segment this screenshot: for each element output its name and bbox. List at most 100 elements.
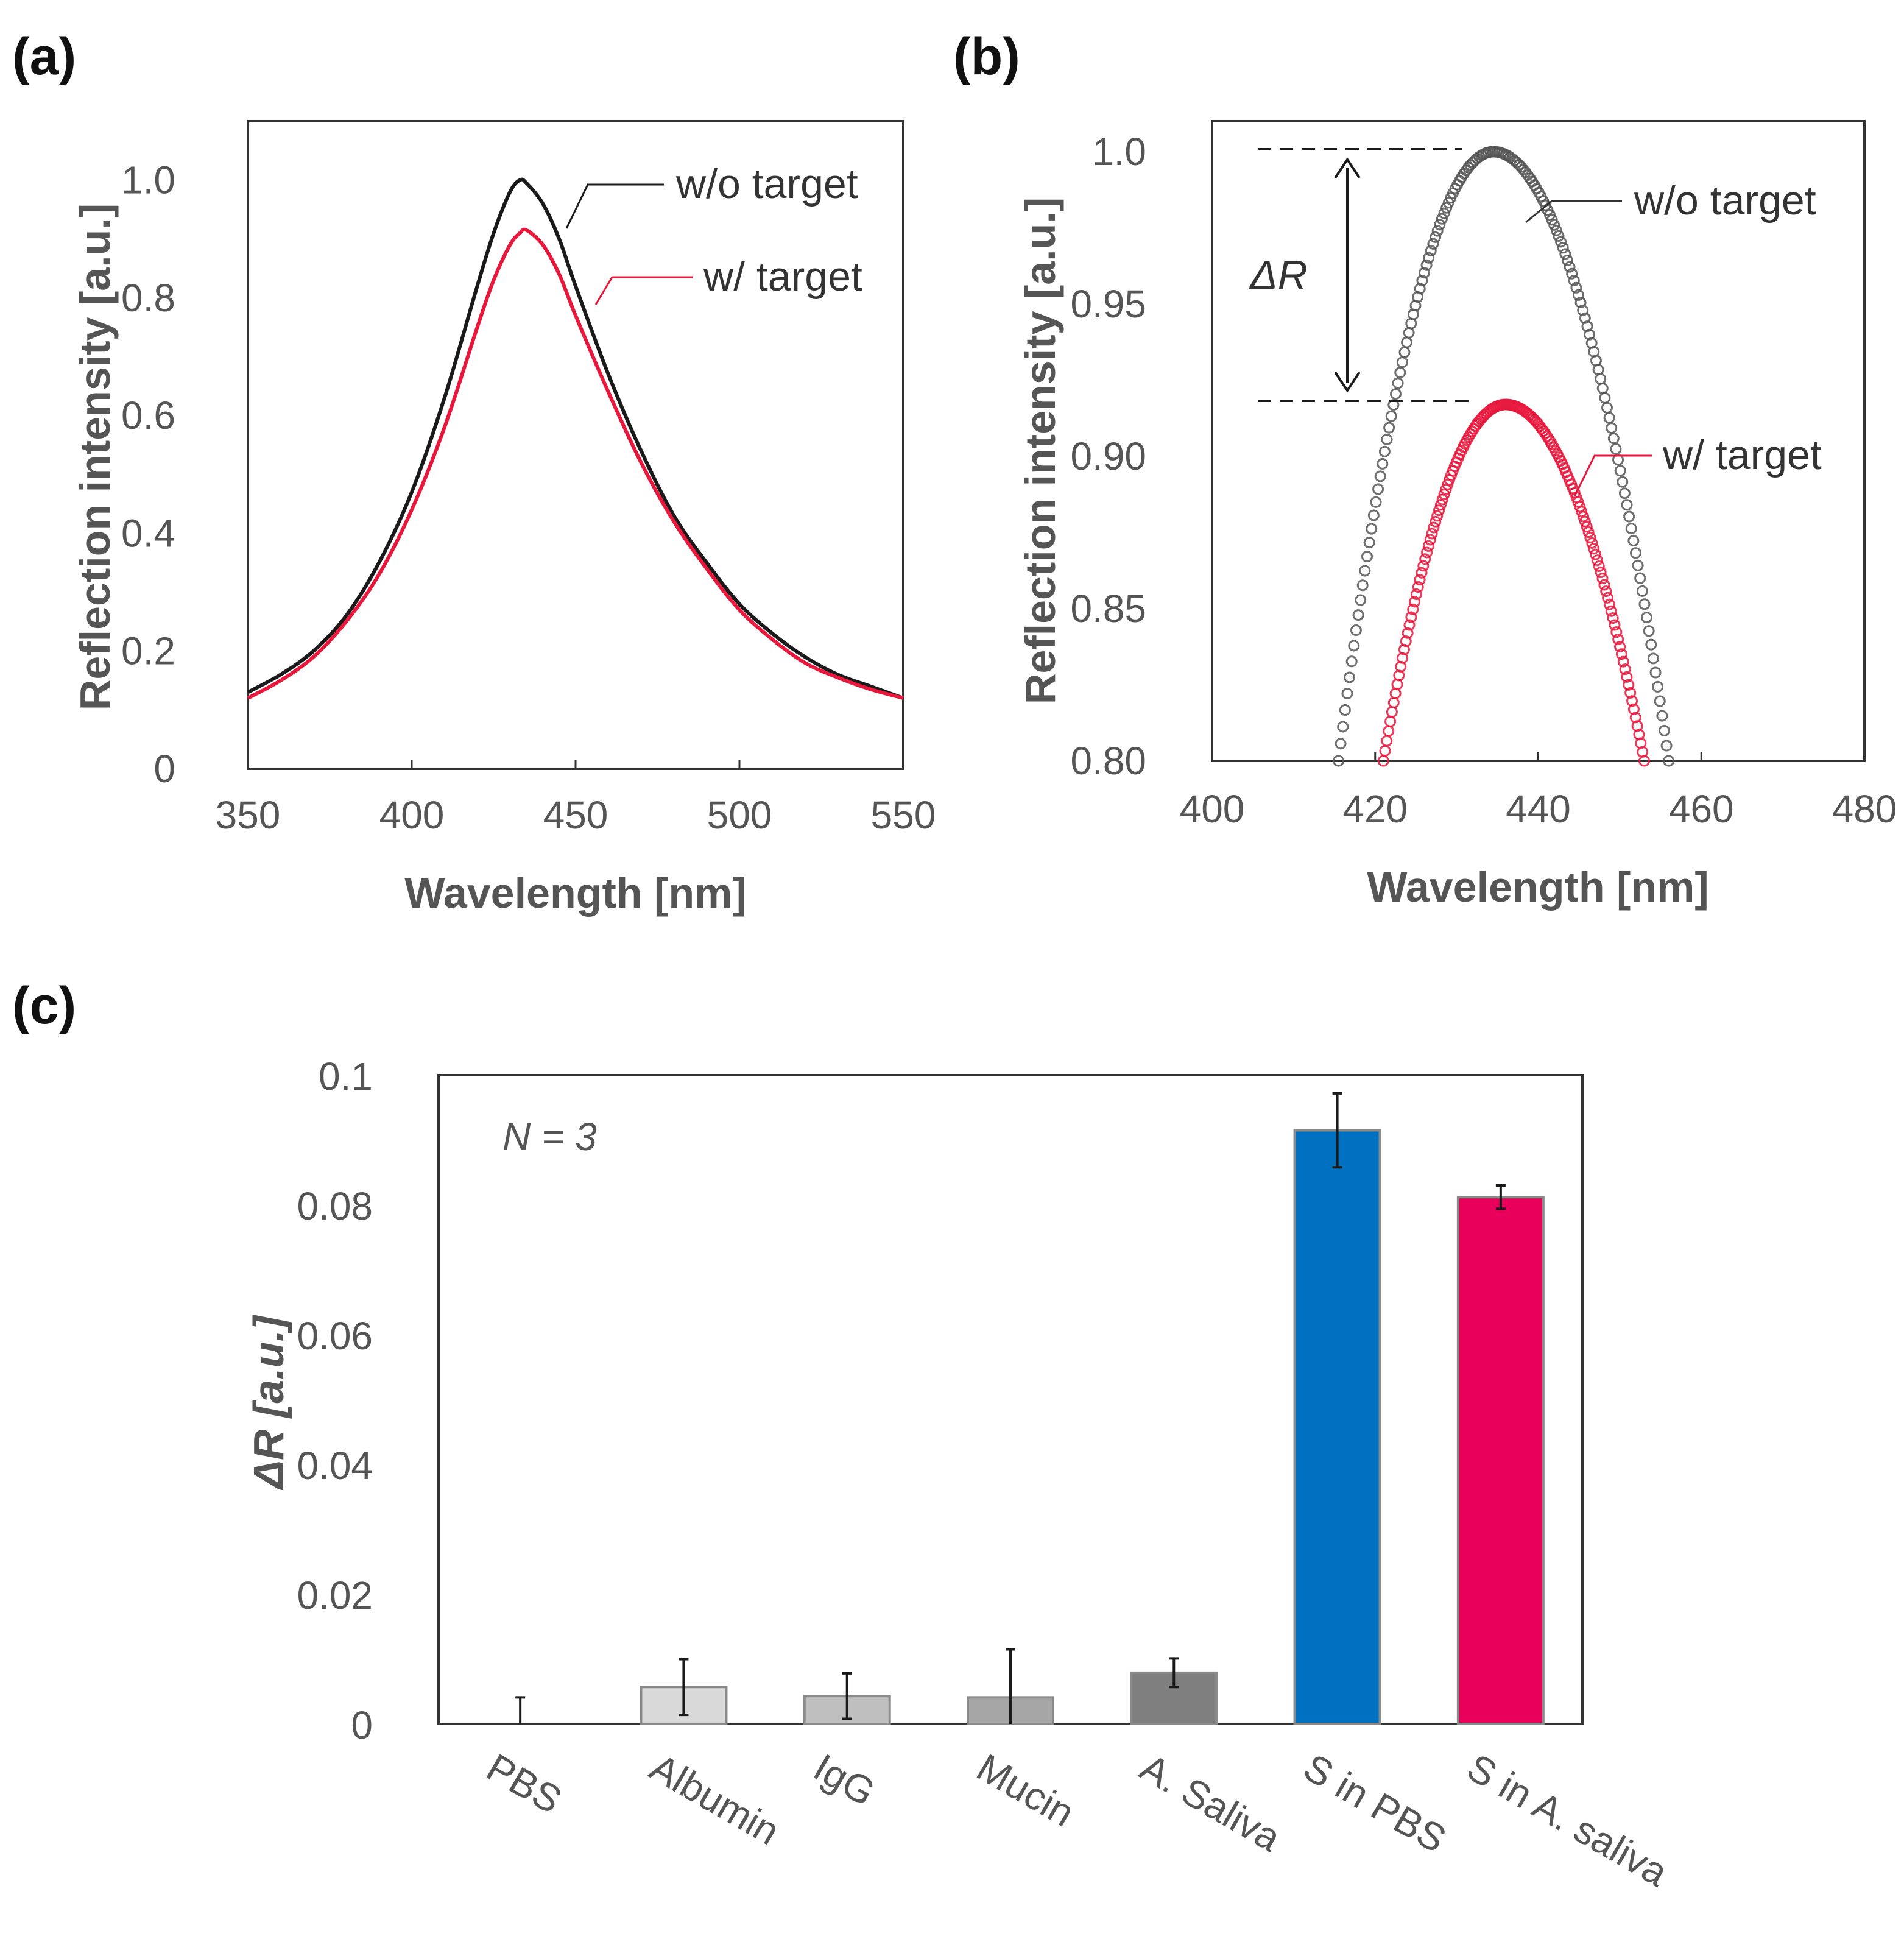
panel-b-point-1-28 [1426, 528, 1438, 540]
panel-b-point-0-3 [1339, 704, 1351, 716]
panel-c-y-tick-2: 0.04 [297, 1444, 373, 1488]
panel-b-point-0-37 [1414, 283, 1426, 295]
panel-b-point-0-4 [1341, 688, 1353, 700]
panel-b-point-1-150 [1638, 755, 1651, 767]
panel-b-point-1-25 [1421, 546, 1433, 559]
panel-c-plot-frame [437, 1074, 1584, 1725]
panel-b-point-1-136 [1614, 641, 1626, 653]
panel-b-point-0-119 [1595, 373, 1607, 385]
panel-b-point-0-140 [1641, 612, 1653, 624]
panel-a-y-tick-3: 0.6 [121, 394, 175, 437]
panel-a-label: (a) [12, 27, 76, 86]
panel-b-point-0-9 [1352, 609, 1364, 621]
panel-b-point-1-26 [1422, 540, 1434, 552]
panel-b-x-tick-3: 460 [1669, 787, 1734, 831]
panel-a-series-line-1 [247, 227, 904, 700]
panel-b-point-0-100 [1553, 230, 1565, 242]
panel-b-point-1-114 [1576, 506, 1588, 518]
panel-c: (c) 0 0.02 0.04 0.06 0.08 0.1 PBS Albumin IgG Mu… [12, 976, 1676, 1895]
panel-b-point-1-142 [1624, 687, 1637, 699]
panel-c-bar-4 [1130, 1671, 1218, 1725]
panel-b-point-1-15 [1403, 619, 1416, 631]
panel-b-point-0-8 [1350, 624, 1362, 637]
panel-b-point-0-27 [1392, 377, 1404, 389]
panel-b-point-0-102 [1557, 242, 1569, 254]
panel-b-point-0-26 [1389, 388, 1402, 400]
panel-b-point-0-105 [1564, 261, 1576, 273]
panel-b-point-0-137 [1634, 572, 1646, 584]
panel-b-label-wo-target: w/o target [1634, 177, 1816, 224]
panel-b-point-1-125 [1595, 567, 1607, 579]
panel-b-point-0-109 [1573, 289, 1585, 301]
panel-b-point-0-108 [1570, 281, 1582, 294]
panel-b-point-0-136 [1632, 559, 1644, 571]
panel-b-point-0-149 [1660, 740, 1673, 752]
panel-b-leader-wo [1525, 200, 1622, 224]
panel-c-y-tick-5: 0.1 [319, 1054, 373, 1098]
panel-b-point-1-144 [1627, 703, 1640, 715]
panel-b-point-1-18 [1409, 596, 1421, 608]
panel-b-point-1-19 [1410, 588, 1422, 601]
panel-c-y-tick-1: 0.02 [297, 1573, 373, 1617]
panel-b-point-0-130 [1618, 487, 1631, 500]
panel-b-point-1-118 [1582, 526, 1595, 539]
panel-b-point-0-22 [1381, 433, 1393, 445]
panel-b-point-0-24 [1385, 410, 1397, 422]
panel-a-y-tick-1: 0.2 [121, 629, 175, 673]
panel-b-point-0-112 [1579, 312, 1591, 324]
panel-b-point-0-141 [1643, 625, 1655, 637]
panel-b-point-0-18 [1372, 483, 1384, 495]
panel-b-point-0-23 [1383, 422, 1395, 434]
panel-b-point-1-119 [1584, 531, 1596, 543]
panel-b-point-0-132 [1623, 510, 1635, 523]
panel-b-point-0-139 [1638, 598, 1651, 610]
panel-b-point-1-29 [1428, 521, 1440, 534]
panel-b-point-1-23 [1417, 560, 1430, 572]
panel-a-x-tick-4: 550 [871, 793, 936, 837]
panel-b-point-0-122 [1601, 401, 1613, 414]
panel-b-point-0-40 [1420, 259, 1433, 271]
panel-b-point-0-101 [1555, 236, 1567, 248]
panel-b-point-1-137 [1615, 648, 1627, 660]
panel-c-x-ticks: PBS Albumin IgG Mucin A. Saliva S in PBS S in … [479, 1745, 1675, 1895]
panel-b-point-1-120 [1586, 537, 1598, 549]
panel-b-point-1-117 [1581, 521, 1593, 533]
panel-b-point-0-13 [1361, 551, 1373, 563]
panel-c-y-tick-4: 0.08 [297, 1184, 373, 1228]
panel-a-label-wo-target: w/o target [675, 161, 858, 207]
panel-b: (b) 0.800.850.900.951.0 400 420 440 460 480 … [953, 27, 1897, 911]
panel-b-point-0-133 [1625, 523, 1637, 535]
panel-c-y-tick-3: 0.06 [297, 1314, 373, 1358]
panel-b-point-0-6 [1345, 655, 1358, 668]
panel-b-point-0-48 [1438, 207, 1450, 219]
panel-b-point-1-130 [1603, 598, 1615, 610]
panel-c-bar-5 [1293, 1129, 1381, 1725]
panel-b-point-1-30 [1430, 515, 1442, 528]
panel-b-point-1-14 [1402, 627, 1414, 639]
panel-b-y-tick-1: 0.85 [1070, 587, 1146, 630]
panel-b-point-0-10 [1355, 594, 1367, 606]
panel-b-point-0-121 [1599, 392, 1611, 404]
panel-b-point-0-30 [1398, 346, 1411, 358]
panel-b-point-0-7 [1348, 640, 1360, 652]
panel-b-point-1-12 [1398, 643, 1410, 655]
panel-b-point-1-138 [1617, 655, 1629, 668]
panel-c-x-tick-5: S in PBS [1297, 1745, 1454, 1861]
panel-b-point-1-124 [1593, 560, 1605, 573]
panel-a-x-axis-label: Wavelength [nm] [404, 869, 746, 917]
panel-b-point-1-122 [1590, 548, 1602, 560]
panel-b-point-1-132 [1607, 612, 1619, 624]
panel-b-point-1-141 [1623, 679, 1635, 691]
panel-a-x-tick-1: 400 [379, 793, 445, 837]
panel-b-point-1-139 [1619, 663, 1631, 676]
panel-b-point-0-118 [1592, 364, 1604, 376]
panel-b-point-0-124 [1606, 422, 1618, 434]
panel-b-point-1-13 [1400, 635, 1412, 648]
panel-b-point-1-133 [1609, 619, 1621, 631]
panel-b-y-ticks: 0.80 0.85 0.90 0.95 1.0 [1070, 130, 1146, 783]
panel-b-point-0-128 [1614, 465, 1626, 477]
panel-b-point-0-143 [1647, 652, 1659, 665]
panel-b-point-0-111 [1577, 304, 1589, 316]
panel-b-point-0-2 [1337, 721, 1349, 733]
